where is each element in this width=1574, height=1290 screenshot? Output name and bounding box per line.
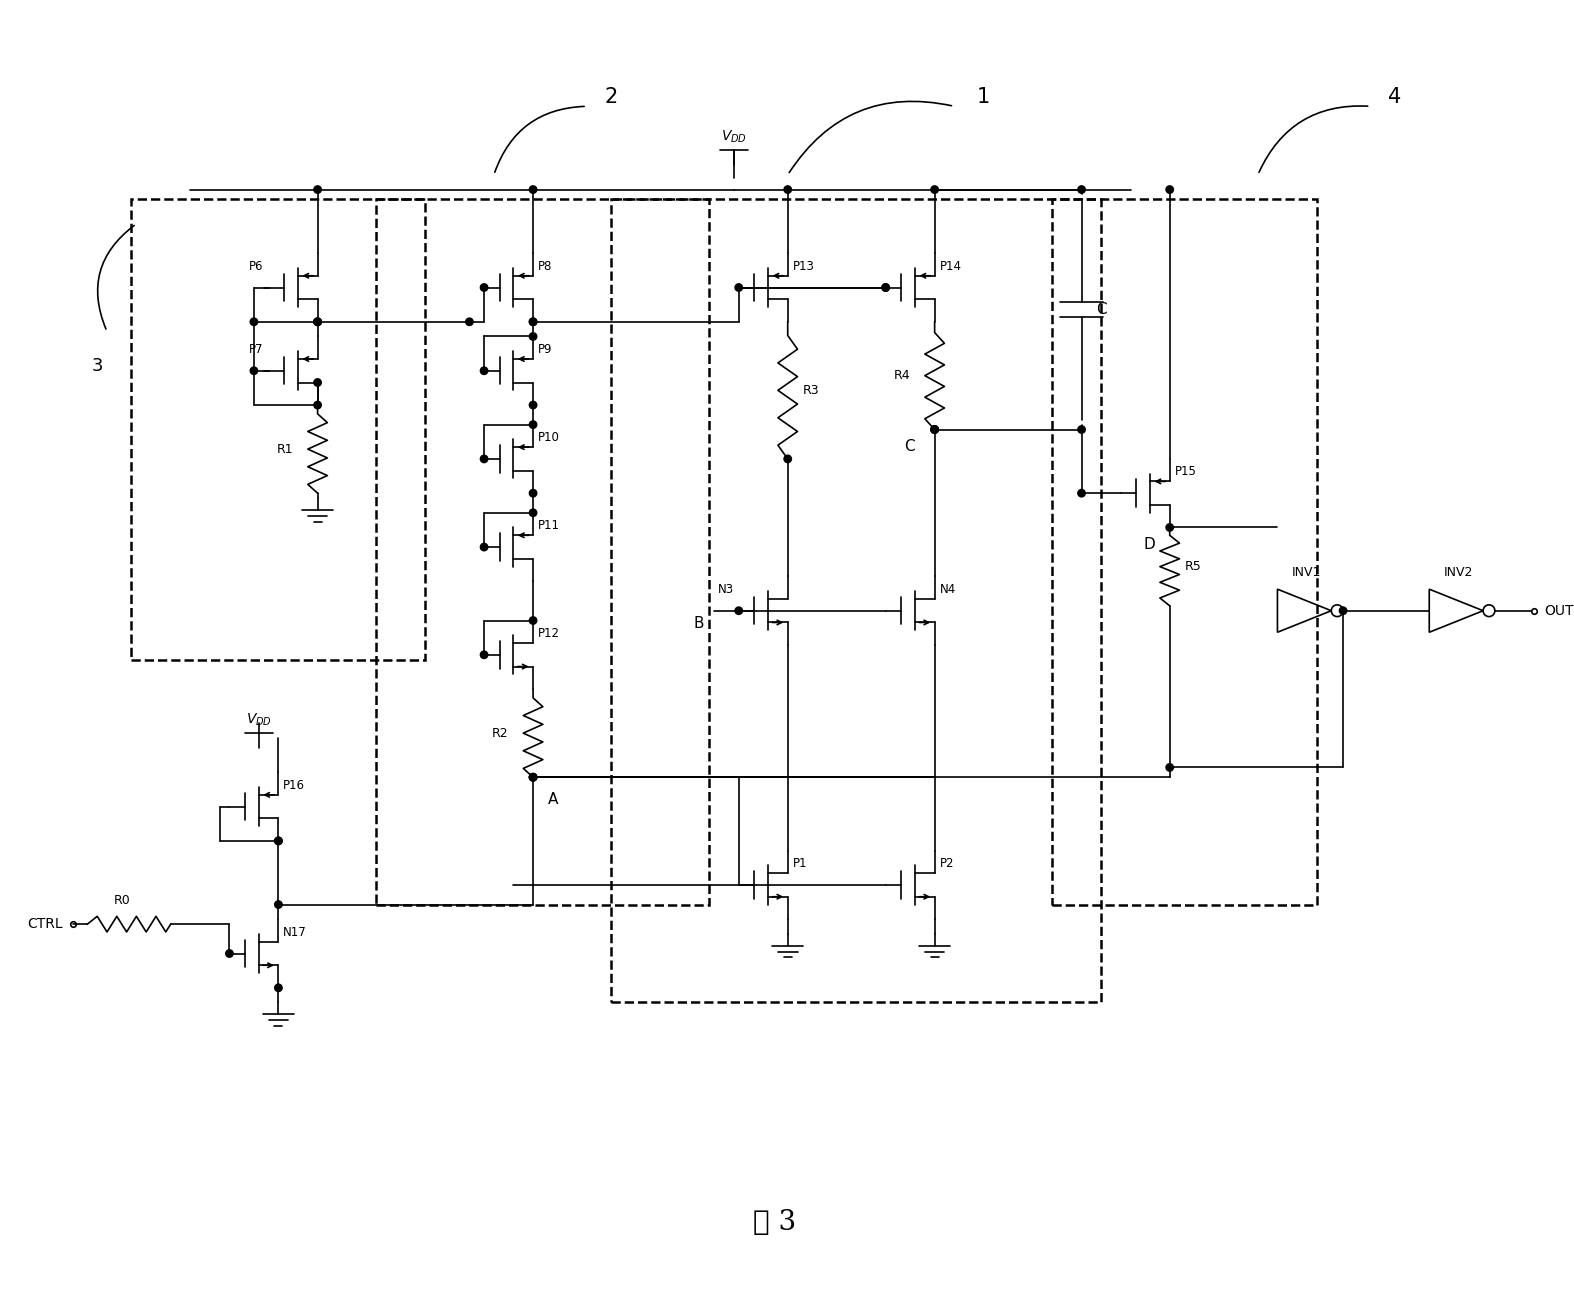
Text: R0: R0 xyxy=(113,894,131,907)
Circle shape xyxy=(1078,426,1086,433)
Text: 1: 1 xyxy=(977,86,990,107)
Text: P2: P2 xyxy=(940,858,954,871)
Text: R1: R1 xyxy=(277,442,293,455)
Circle shape xyxy=(1078,186,1086,194)
Text: N4: N4 xyxy=(940,583,955,596)
Circle shape xyxy=(480,543,488,551)
Bar xyxy=(376,200,710,904)
Circle shape xyxy=(1166,186,1174,194)
Circle shape xyxy=(784,455,792,463)
Circle shape xyxy=(529,421,537,428)
Text: P10: P10 xyxy=(538,431,560,444)
Text: R4: R4 xyxy=(894,369,910,382)
Circle shape xyxy=(313,319,321,325)
Text: 图 3: 图 3 xyxy=(754,1209,796,1236)
Text: 2: 2 xyxy=(604,86,619,107)
Circle shape xyxy=(1078,489,1086,497)
Circle shape xyxy=(275,837,282,845)
Circle shape xyxy=(250,368,258,374)
Text: P6: P6 xyxy=(249,259,264,272)
Circle shape xyxy=(480,455,488,463)
Text: P13: P13 xyxy=(793,259,814,272)
Text: C: C xyxy=(905,440,914,454)
Circle shape xyxy=(275,837,282,845)
Circle shape xyxy=(784,186,792,194)
Circle shape xyxy=(480,284,488,292)
Circle shape xyxy=(1339,608,1347,614)
Bar xyxy=(1051,200,1316,904)
Text: R5: R5 xyxy=(1184,560,1201,573)
Text: R3: R3 xyxy=(803,384,818,397)
Circle shape xyxy=(313,319,321,325)
Circle shape xyxy=(735,284,743,292)
Circle shape xyxy=(529,510,537,516)
Circle shape xyxy=(529,319,537,325)
Circle shape xyxy=(225,949,233,957)
Text: $V_{DD}$: $V_{DD}$ xyxy=(246,712,272,729)
Text: 3: 3 xyxy=(91,357,102,375)
Text: N3: N3 xyxy=(718,583,733,596)
Bar xyxy=(132,200,425,659)
Circle shape xyxy=(529,774,537,780)
Text: P12: P12 xyxy=(538,627,560,640)
Circle shape xyxy=(250,319,258,325)
Text: P14: P14 xyxy=(940,259,962,272)
Circle shape xyxy=(930,426,938,433)
Circle shape xyxy=(480,651,488,658)
Text: CTRL: CTRL xyxy=(27,917,63,931)
Circle shape xyxy=(313,401,321,409)
Circle shape xyxy=(529,401,537,409)
Circle shape xyxy=(529,186,537,194)
Text: $V_{DD}$: $V_{DD}$ xyxy=(721,129,746,146)
Text: P9: P9 xyxy=(538,343,552,356)
Circle shape xyxy=(480,368,488,374)
Text: R2: R2 xyxy=(493,726,508,739)
Text: INV2: INV2 xyxy=(1443,566,1473,579)
Text: 4: 4 xyxy=(1388,86,1401,107)
Circle shape xyxy=(529,319,537,325)
Circle shape xyxy=(313,186,321,194)
Circle shape xyxy=(529,333,537,341)
Circle shape xyxy=(275,900,282,908)
Circle shape xyxy=(529,489,537,497)
Text: P7: P7 xyxy=(249,343,264,356)
Text: P11: P11 xyxy=(538,520,560,533)
Text: A: A xyxy=(548,792,559,808)
Circle shape xyxy=(930,186,938,194)
Text: B: B xyxy=(694,615,705,631)
Circle shape xyxy=(930,426,938,433)
Text: N17: N17 xyxy=(283,926,307,939)
Text: P15: P15 xyxy=(1174,466,1196,479)
Text: INV1: INV1 xyxy=(1292,566,1322,579)
Circle shape xyxy=(275,984,282,992)
Text: P1: P1 xyxy=(793,858,807,871)
Text: P8: P8 xyxy=(538,259,552,272)
Circle shape xyxy=(1166,524,1174,531)
Circle shape xyxy=(466,319,474,325)
Bar xyxy=(611,200,1102,1002)
Text: D: D xyxy=(1143,537,1155,552)
Text: OUT: OUT xyxy=(1544,604,1574,618)
Text: P16: P16 xyxy=(283,779,305,792)
Circle shape xyxy=(313,319,321,325)
Circle shape xyxy=(529,617,537,624)
Circle shape xyxy=(735,608,743,614)
Circle shape xyxy=(881,284,889,292)
Circle shape xyxy=(1166,764,1174,771)
Circle shape xyxy=(930,426,938,433)
Circle shape xyxy=(313,379,321,386)
Circle shape xyxy=(881,284,889,292)
Circle shape xyxy=(529,774,537,780)
Text: C: C xyxy=(1096,302,1107,317)
Circle shape xyxy=(529,774,537,780)
